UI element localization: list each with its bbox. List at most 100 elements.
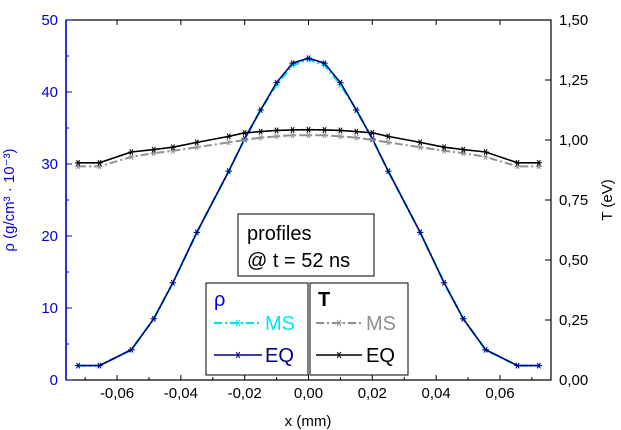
series-rho-eq-point: [289, 60, 296, 67]
series-rho-eq-point: [257, 106, 264, 114]
series-T-ms-point: [273, 133, 280, 140]
marker-stroke: [442, 144, 447, 151]
series-T-ms-point: [193, 144, 201, 151]
series-rho-eq-point: [305, 55, 312, 62]
y-axis-left: 0 10 20 30 40 50: [41, 12, 72, 389]
marker-stroke: [274, 79, 279, 86]
series-T-eq-point: [289, 126, 296, 133]
series-T-ms-point: [460, 150, 467, 157]
legend-rho-eq-swatch: [214, 351, 262, 359]
marker-stroke: [226, 168, 231, 175]
y-axis-right-label: T (eV): [599, 179, 616, 220]
legend-T-eq-swatch: [316, 351, 362, 359]
marker-stroke: [306, 55, 311, 62]
marker-stroke: [194, 144, 199, 151]
series-T-eq-point: [305, 126, 312, 133]
marker-stroke: [386, 168, 391, 175]
marker-stroke: [338, 79, 343, 86]
x-tick-label: -0,02: [228, 385, 262, 402]
x-tick-label: 0,00: [294, 385, 323, 402]
legend-marker: [335, 351, 343, 359]
marker-stroke: [97, 159, 102, 166]
series-T-ms-point: [482, 153, 489, 160]
series-T-eq-point: [514, 159, 521, 166]
legend-rho-ms-swatch: [214, 319, 262, 327]
y-right-tick-label: 1,00: [559, 132, 588, 149]
marker-stroke: [536, 362, 541, 369]
y-right-tick-label: 0,25: [559, 312, 588, 329]
marker-stroke: [418, 139, 423, 146]
marker-stroke: [242, 136, 247, 144]
series-rho-eq-point: [225, 168, 232, 175]
marker-stroke: [536, 159, 541, 166]
series-rho-eq-point: [460, 315, 467, 322]
marker-stroke: [290, 132, 295, 139]
series-T-eq-point: [482, 148, 489, 156]
marker-stroke: [170, 144, 175, 151]
series-rho-eq-point: [321, 60, 328, 67]
series-T-eq-point: [369, 129, 376, 136]
series-T-ms-point: [150, 150, 157, 157]
series-rho-eq-point: [74, 362, 82, 369]
marker-stroke: [515, 159, 520, 166]
marker-stroke: [129, 153, 134, 160]
series-rho-eq-point: [385, 168, 392, 175]
marker-stroke: [322, 60, 327, 67]
marker-stroke: [418, 144, 423, 151]
legend-T-ms-swatch: [316, 319, 362, 327]
legend-marker: [234, 351, 242, 359]
marker-stroke: [97, 362, 102, 369]
marker-stroke: [354, 106, 359, 114]
series-T-eq-point: [150, 146, 157, 153]
series-T-ms-point: [514, 163, 521, 170]
y-left-tick-label: 30: [41, 156, 58, 173]
series-T-eq-point: [385, 133, 392, 140]
marker-stroke: [336, 319, 342, 327]
marker-stroke: [306, 126, 311, 133]
series-T-eq-point: [225, 133, 232, 140]
annotation-line-1: profiles: [247, 223, 311, 245]
marker-stroke: [306, 132, 311, 139]
marker-stroke: [258, 134, 263, 141]
y-right-tick-label: 0,00: [559, 372, 588, 389]
marker-stroke: [483, 346, 488, 353]
marker-stroke: [386, 133, 391, 140]
marker-stroke: [129, 148, 134, 156]
y-left-tick-label: 50: [41, 12, 58, 29]
series-rho-eq-point: [96, 362, 103, 369]
marker-stroke: [483, 153, 488, 160]
series-T-ms-point: [535, 163, 543, 170]
y-right-tick-label: 0,50: [559, 252, 588, 269]
y-right-tick-label: 1,50: [559, 12, 588, 29]
y-left-tick-label: 40: [41, 84, 58, 101]
series-T-ms-point: [440, 147, 448, 154]
series-T-eq-point: [273, 127, 280, 134]
series-T-ms-point: [257, 134, 264, 141]
series-rho-eq-point: [440, 279, 448, 286]
series-T-ms-point: [128, 153, 135, 160]
series-T-ms-point: [337, 133, 344, 140]
legend-T-eq-label: EQ: [366, 345, 395, 367]
legend-rho: ρ MS EQ: [205, 282, 309, 376]
series-rho-eq-point: [482, 346, 489, 353]
series-T-ms-point: [74, 163, 82, 170]
marker-stroke: [170, 279, 175, 286]
series-T-eq-point: [460, 146, 467, 153]
marker-stroke: [336, 351, 342, 359]
y-right-tick-label: 0,75: [559, 192, 588, 209]
series-T-ms-point: [416, 144, 424, 151]
series-rho-eq-point: [353, 106, 360, 114]
series-rho-eq-point: [337, 79, 344, 86]
series-T-ms-point: [385, 139, 392, 146]
series-T-eq-point: [193, 139, 201, 146]
marker-stroke: [194, 139, 199, 146]
series-T-ms-point: [289, 132, 296, 139]
x-tick-label: 0,04: [422, 385, 451, 402]
legend-rho-title: ρ: [214, 289, 225, 311]
series-T-ms-point: [353, 134, 360, 141]
series-T-eq-point: [128, 148, 135, 156]
marker-stroke: [274, 127, 279, 134]
marker-stroke: [338, 127, 343, 134]
x-axis: -0,06 -0,04 -0,02 0,00 0,02 0,04 0,06: [84, 20, 533, 402]
marker-stroke: [386, 139, 391, 146]
